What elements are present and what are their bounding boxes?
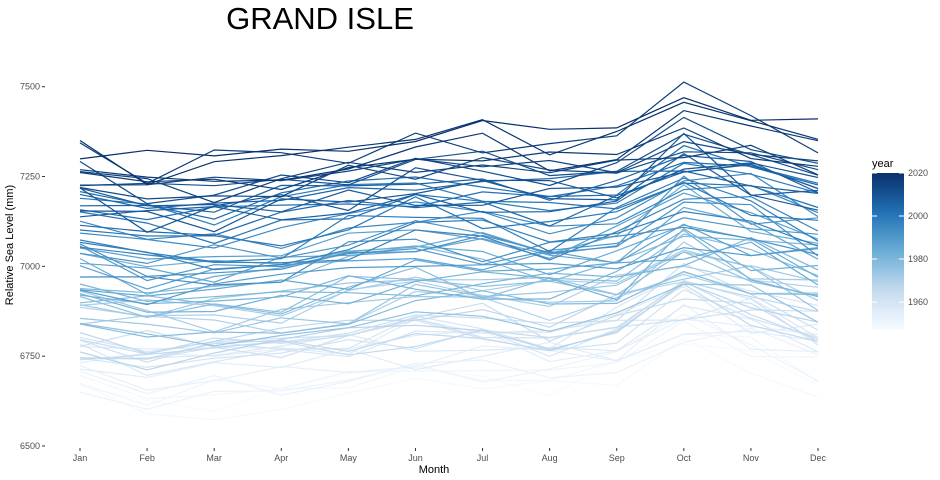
series-line-2011 — [79, 133, 819, 187]
x-tick-label: Feb — [139, 453, 155, 463]
series-line-1988 — [79, 192, 819, 260]
series-line-1991 — [79, 175, 819, 265]
series-line-2019 — [79, 101, 819, 186]
y-tick-label: 6500 — [20, 441, 40, 451]
x-axis: Jan Feb Mar Apr May Jun Jul Aug Sep Oct Nov Dec — [73, 448, 827, 463]
series-line-2017 — [79, 127, 819, 191]
x-tick-label: Apr — [274, 453, 288, 463]
series-line-1974 — [79, 251, 819, 334]
series-line-1968 — [79, 281, 819, 371]
x-tick-label: Jun — [408, 453, 423, 463]
legend-ticks: 1960 1980 2000 2020 — [872, 168, 928, 307]
series-line-1978 — [79, 270, 819, 338]
series-line-2008 — [79, 163, 819, 213]
series-line-2000 — [79, 181, 819, 247]
series-line-2014 — [79, 140, 819, 186]
y-tick-label: 6750 — [20, 351, 40, 361]
series-line-1950 — [79, 320, 819, 407]
series-line-2005 — [79, 170, 819, 210]
legend-tick-label: 1980 — [908, 254, 928, 264]
series-line-1970 — [79, 265, 819, 325]
series-line-1997 — [79, 210, 819, 271]
x-tick-label: Jan — [73, 453, 88, 463]
series-line-1958 — [79, 297, 819, 377]
series-line-1996 — [79, 195, 819, 264]
series-line-1966 — [79, 283, 819, 360]
series-line-1948 — [79, 337, 819, 421]
series-line-1964 — [79, 298, 819, 355]
series-line-1982 — [79, 227, 819, 313]
series-line-2020 — [79, 97, 819, 160]
series-line-1999 — [79, 162, 819, 226]
series-line-2006 — [79, 154, 819, 213]
y-axis: 6500 6750 7000 7250 7500 — [20, 82, 45, 451]
series-line-2007 — [79, 152, 819, 221]
series-line-1992 — [79, 201, 819, 278]
series-line-1981 — [79, 229, 819, 305]
series-line-2001 — [79, 182, 819, 245]
x-axis-title: Month — [419, 464, 450, 476]
x-tick-label: Mar — [206, 453, 222, 463]
series-line-2018 — [79, 109, 819, 182]
series-line-1998 — [79, 177, 819, 263]
series-line-1986 — [79, 206, 819, 283]
y-tick-label: 7250 — [20, 172, 40, 182]
y-axis-title: Relative Sea Level (mm) — [4, 185, 16, 305]
series-line-1952 — [79, 327, 819, 396]
series-line-2010 — [79, 162, 819, 233]
x-tick-label: Sep — [609, 453, 625, 463]
chart-title: GRAND ISLE — [226, 1, 414, 36]
x-tick-label: Dec — [810, 453, 827, 463]
legend-colorbar — [872, 173, 904, 330]
legend-tick-label: 2020 — [908, 168, 928, 178]
legend-tick-label: 1960 — [908, 297, 928, 307]
series-line-1972 — [79, 241, 819, 333]
series-line-2002 — [79, 161, 819, 221]
series-line-1975 — [79, 283, 819, 347]
legend-title: year — [872, 158, 894, 170]
x-tick-label: Oct — [677, 453, 692, 463]
series-line-1971 — [79, 249, 819, 317]
series-line-1953 — [79, 303, 819, 391]
x-tick-label: May — [340, 453, 358, 463]
y-tick-label: 7500 — [20, 82, 40, 92]
series-line-1951 — [79, 313, 819, 410]
x-tick-label: Jul — [477, 453, 489, 463]
series-line-1989 — [79, 247, 819, 306]
series-line-1994 — [79, 172, 819, 249]
colorbar-legend: year 1960 1980 2000 2020 — [872, 158, 928, 330]
x-tick-label: Nov — [743, 453, 760, 463]
series-line-1947 — [79, 343, 819, 412]
y-tick-label: 7000 — [20, 261, 40, 271]
series-line-1990 — [79, 217, 819, 282]
series-line-1980 — [79, 236, 819, 303]
x-tick-label: Aug — [542, 453, 558, 463]
series-line-1993 — [79, 226, 819, 286]
series-line-2015 — [79, 144, 819, 204]
series-line-1955 — [79, 330, 819, 379]
series-lines — [79, 81, 819, 421]
legend-tick-label: 2000 — [908, 211, 928, 221]
